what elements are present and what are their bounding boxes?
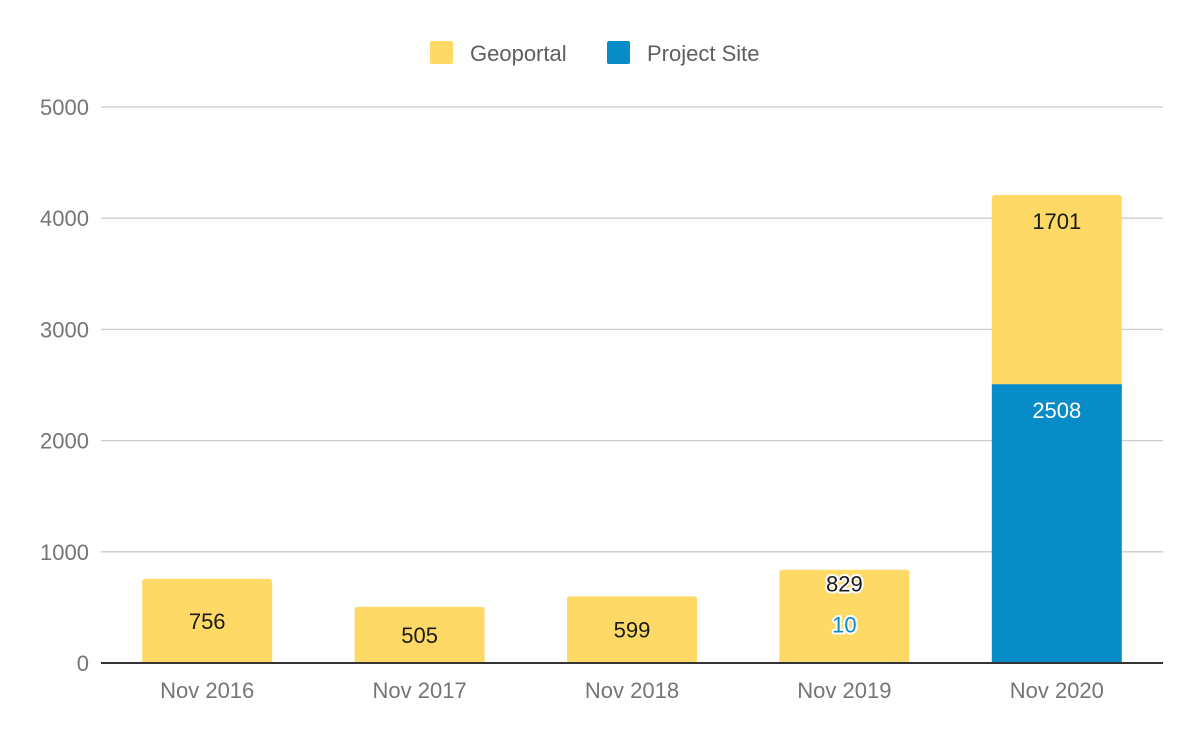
data-label-project-site-3: 10: [832, 613, 856, 638]
data-label-geoportal-3: 829: [826, 572, 863, 597]
bar-geoportal-0: [142, 578, 273, 663]
y-tick-label-0: 0: [77, 651, 89, 676]
y-tick-label-4000: 4000: [40, 206, 89, 231]
x-tick-label-3: Nov 2019: [797, 678, 891, 703]
data-label-project-site-4: 2508: [1032, 398, 1081, 423]
data-label-geoportal-4: 1701: [1032, 209, 1081, 234]
y-tick-label-2000: 2000: [40, 429, 89, 454]
x-tick-label-0: Nov 2016: [160, 678, 254, 703]
data-labels: 756 505 599 829 10 2508 1701: [189, 209, 1081, 648]
y-tick-label-1000: 1000: [40, 540, 89, 565]
x-axis-tick-labels: Nov 2016 Nov 2017 Nov 2018 Nov 2019 Nov 2020: [160, 678, 1104, 703]
y-tick-label-3000: 3000: [40, 317, 89, 342]
bar-geoportal-2: [567, 596, 697, 663]
data-label-geoportal-2: 599: [614, 618, 651, 643]
y-axis-tick-labels: 0 1000 2000 3000 4000 5000: [40, 95, 89, 676]
bar-geoportal-3: [779, 569, 910, 662]
y-tick-label-5000: 5000: [40, 95, 89, 120]
x-tick-label-2: Nov 2018: [585, 678, 679, 703]
bar-geoportal-4: [991, 194, 1122, 385]
legend-swatch-project-site: [607, 41, 630, 64]
data-label-geoportal-1: 505: [401, 623, 438, 648]
legend-label-project-site: Project Site: [647, 41, 760, 66]
legend-swatch-geoportal: [430, 41, 453, 64]
gridlines: [101, 106, 1163, 553]
legend-label-geoportal: Geoportal: [470, 41, 567, 66]
data-label-geoportal-0: 756: [189, 609, 226, 634]
bars: [142, 194, 1122, 663]
bar-project-site-4: [991, 384, 1122, 663]
bar-geoportal-1: [354, 606, 485, 663]
legend: Geoportal Project Site: [430, 41, 760, 66]
x-tick-label-1: Nov 2017: [373, 678, 467, 703]
x-tick-label-4: Nov 2020: [1010, 678, 1104, 703]
